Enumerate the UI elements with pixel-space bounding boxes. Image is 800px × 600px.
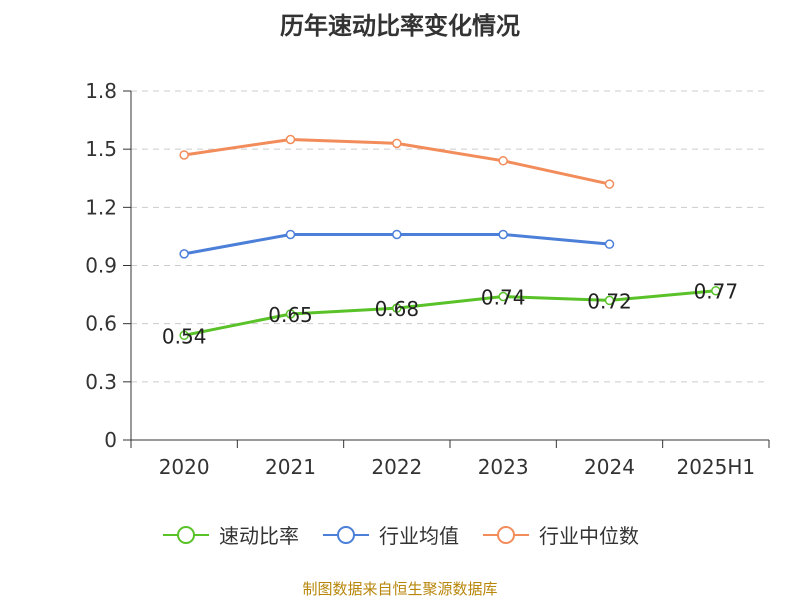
data-point	[179, 249, 189, 259]
y-tick-label: 0	[104, 428, 117, 452]
chart-legend: 速动比率 行业均值 行业中位数	[0, 520, 800, 549]
line-chart: 0 0.3 0.6 0.9 1.2 1.5 1.8 2020 2021 2022 2023 2024 2…	[85, 79, 770, 479]
y-tick-label: 0.9	[85, 254, 117, 278]
x-tick-label: 2025H1	[676, 455, 755, 479]
x-tick-label: 2022	[371, 455, 422, 479]
data-source-note: 制图数据来自恒生聚源数据库	[302, 580, 498, 598]
data-point	[285, 229, 296, 240]
data-label: 0.68	[375, 297, 420, 321]
legend-label-industry-mean: 行业均值	[379, 524, 459, 548]
data-label: 0.74	[481, 286, 526, 310]
data-point	[392, 229, 402, 240]
data-point	[392, 303, 402, 313]
y-tick-label: 0.3	[85, 370, 117, 394]
legend-item-quick-ratio[interactable]: 速动比率	[161, 520, 299, 549]
data-label: 0.65	[268, 303, 313, 327]
legend-swatch-quick-ratio	[163, 525, 209, 544]
data-point	[604, 179, 615, 189]
legend-item-industry-mean[interactable]: 行业均值	[321, 520, 459, 549]
legend-label-quick-ratio: 速动比率	[219, 524, 299, 548]
data-point	[498, 156, 508, 166]
data-point	[498, 291, 508, 302]
chart-title: 历年速动比率变化情况	[280, 12, 520, 40]
data-point	[285, 309, 296, 319]
data-point	[392, 138, 402, 149]
y-tick-label: 1.8	[85, 79, 117, 103]
x-tick-label: 2023	[478, 455, 529, 479]
data-point	[179, 150, 189, 160]
x-tick-label: 2020	[159, 455, 210, 479]
data-label: 0.72	[587, 289, 632, 313]
y-tick-label: 0.6	[85, 312, 117, 336]
legend-item-industry-median[interactable]: 行业中位数	[481, 520, 639, 549]
x-tick-label: 2024	[584, 455, 635, 479]
data-point	[604, 295, 615, 306]
y-tick-label: 1.5	[85, 137, 117, 161]
legend-label-industry-median: 行业中位数	[539, 524, 639, 548]
data-point	[711, 285, 721, 296]
data-point	[604, 239, 615, 249]
data-point	[179, 330, 189, 341]
data-label: 0.54	[162, 324, 207, 348]
series-line	[183, 289, 716, 337]
data-point	[285, 134, 296, 145]
y-tick-label: 1.2	[85, 195, 117, 219]
x-tick-label: 2021	[265, 455, 316, 479]
data-point	[498, 229, 508, 240]
legend-swatch-industry-mean	[323, 525, 369, 544]
legend-swatch-industry-median	[483, 525, 529, 544]
data-label: 0.77	[694, 280, 739, 304]
